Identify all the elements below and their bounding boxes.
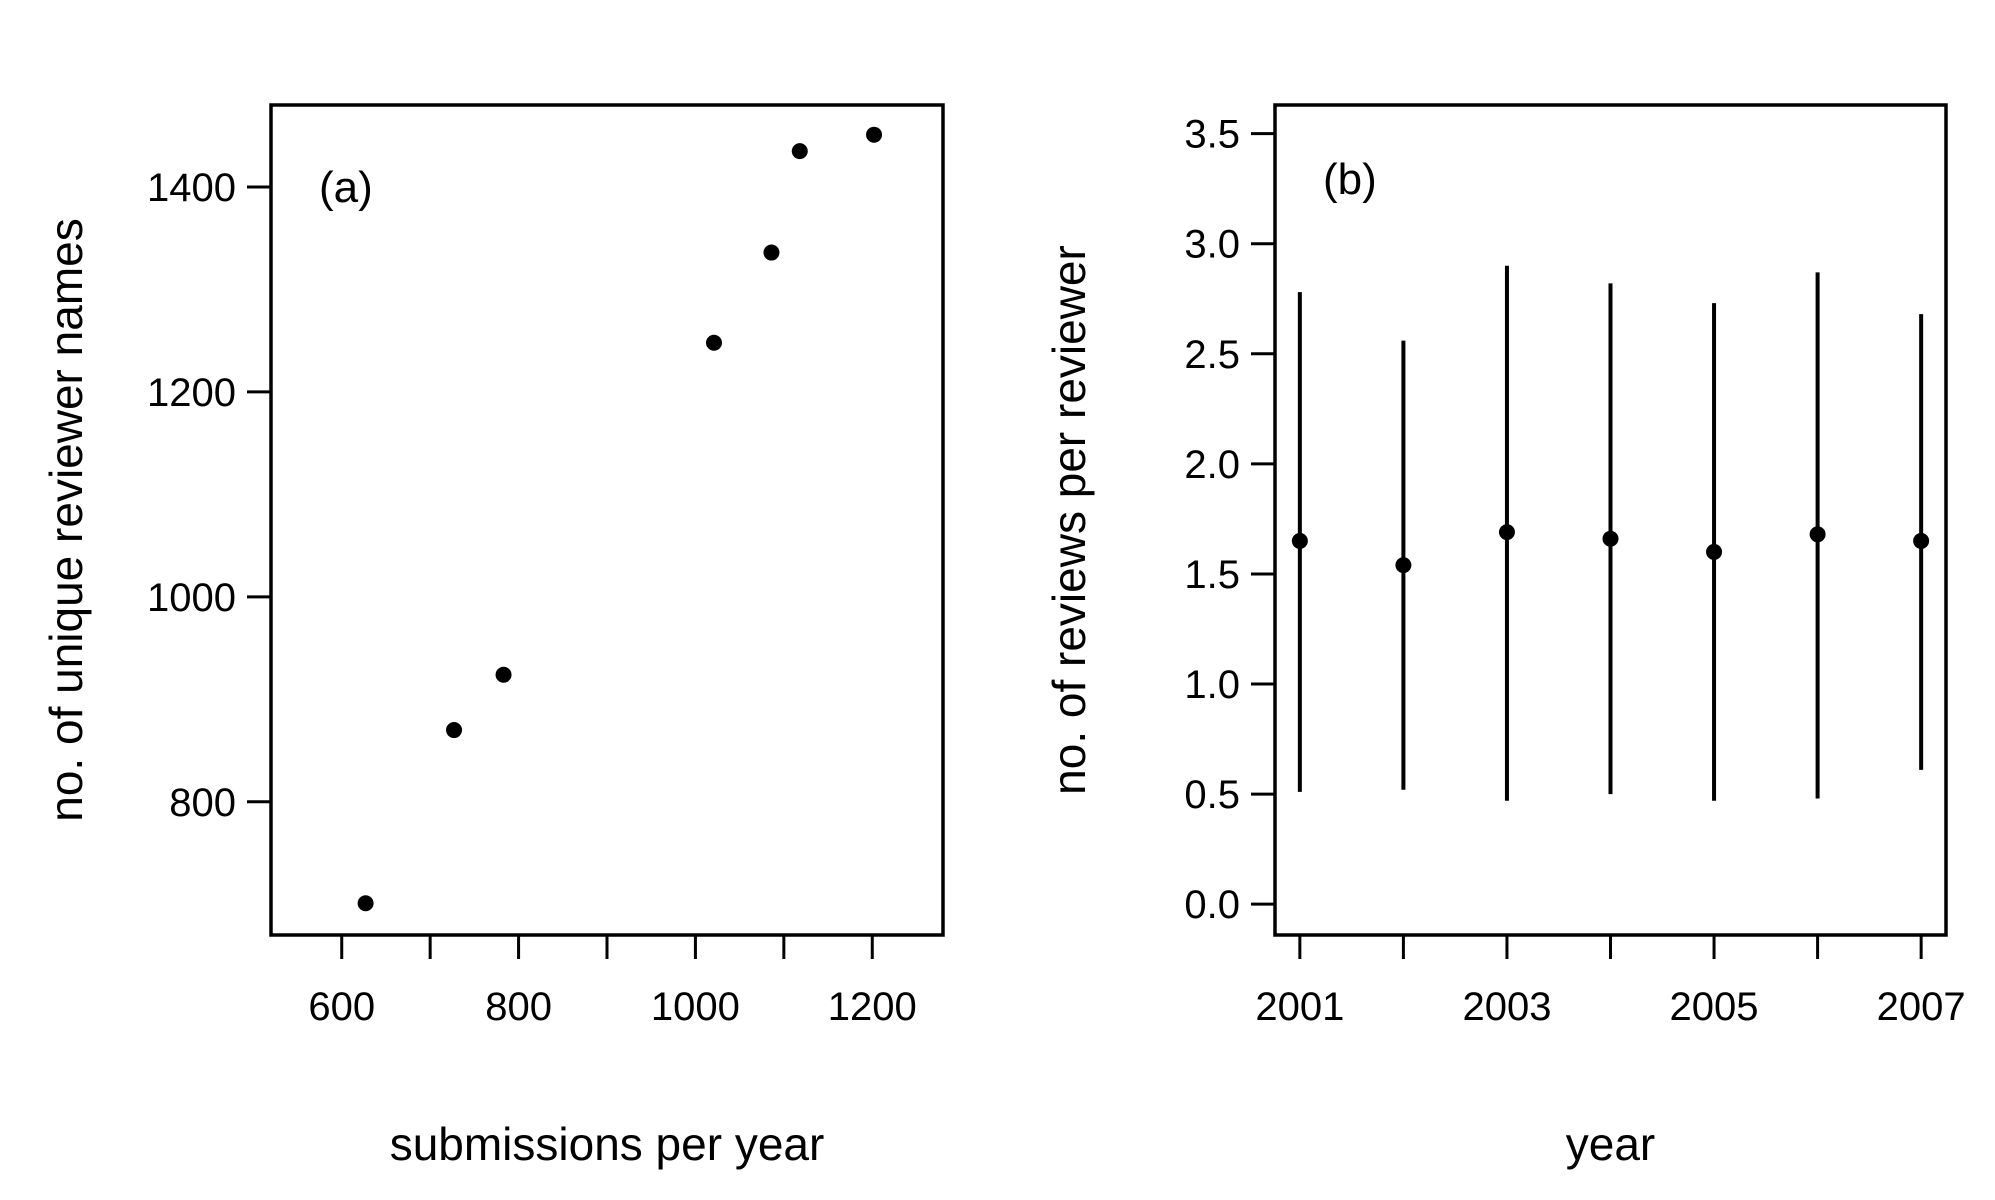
x-tick-label: 2001: [1255, 985, 1344, 1029]
y-tick-label: 2.0: [1184, 443, 1240, 487]
data-point: [1291, 532, 1308, 549]
x-tick-label: 800: [485, 985, 552, 1029]
x-tick-label: 1000: [651, 985, 740, 1029]
panel-b-plot: 2001 2003 2005 2007 0.0 0.5 1.0 1.5 2.0 2.5 3.0 3.5…: [1043, 103, 1966, 1170]
data-point: [1395, 557, 1412, 574]
x-tick-label: 2003: [1462, 985, 1551, 1029]
y-tick-label: 3.0: [1184, 223, 1240, 267]
data-point: [1498, 524, 1515, 541]
y-tick-label: 1.5: [1184, 553, 1240, 597]
panel-label: (b): [1323, 155, 1377, 204]
panel-label: (a): [319, 163, 373, 212]
y-tick-label: 2.5: [1184, 333, 1240, 377]
x-tick-label: 600: [308, 985, 375, 1029]
x-tick-label: 2007: [1877, 985, 1966, 1029]
y-tick-label: 0.5: [1184, 773, 1240, 817]
y-tick-label: 800: [169, 781, 236, 825]
x-axis-title: submissions per year: [390, 1118, 825, 1170]
panel-a-plot: 600 800 1000 1200 800 1000 1200 1400 submissions…: [40, 103, 945, 1170]
x-axis-title: year: [1566, 1118, 1655, 1170]
data-point: [866, 126, 883, 143]
data-point: [495, 666, 512, 683]
data-point: [705, 334, 722, 351]
y-tick-label: 0.0: [1184, 883, 1240, 927]
data-point: [1913, 532, 1930, 549]
y-tick-label: 1200: [147, 371, 236, 415]
data-point: [1809, 526, 1826, 543]
y-axis-title: no. of unique reviewer names: [40, 218, 92, 821]
y-tick-label: 1400: [147, 166, 236, 210]
y-tick-label: 3.5: [1184, 113, 1240, 157]
y-tick-label: 1000: [147, 576, 236, 620]
y-axis-title: no. of reviews per reviewer: [1043, 245, 1095, 795]
data-point: [763, 244, 780, 261]
plot-frame: [269, 103, 945, 937]
y-tick-label: 1.0: [1184, 663, 1240, 707]
x-tick-label: 2005: [1670, 985, 1759, 1029]
data-point: [1602, 530, 1619, 547]
data-point: [1706, 543, 1723, 560]
data-point: [357, 895, 374, 912]
data-point: [791, 143, 808, 160]
x-tick-label: 1200: [828, 985, 917, 1029]
data-point: [446, 722, 463, 739]
